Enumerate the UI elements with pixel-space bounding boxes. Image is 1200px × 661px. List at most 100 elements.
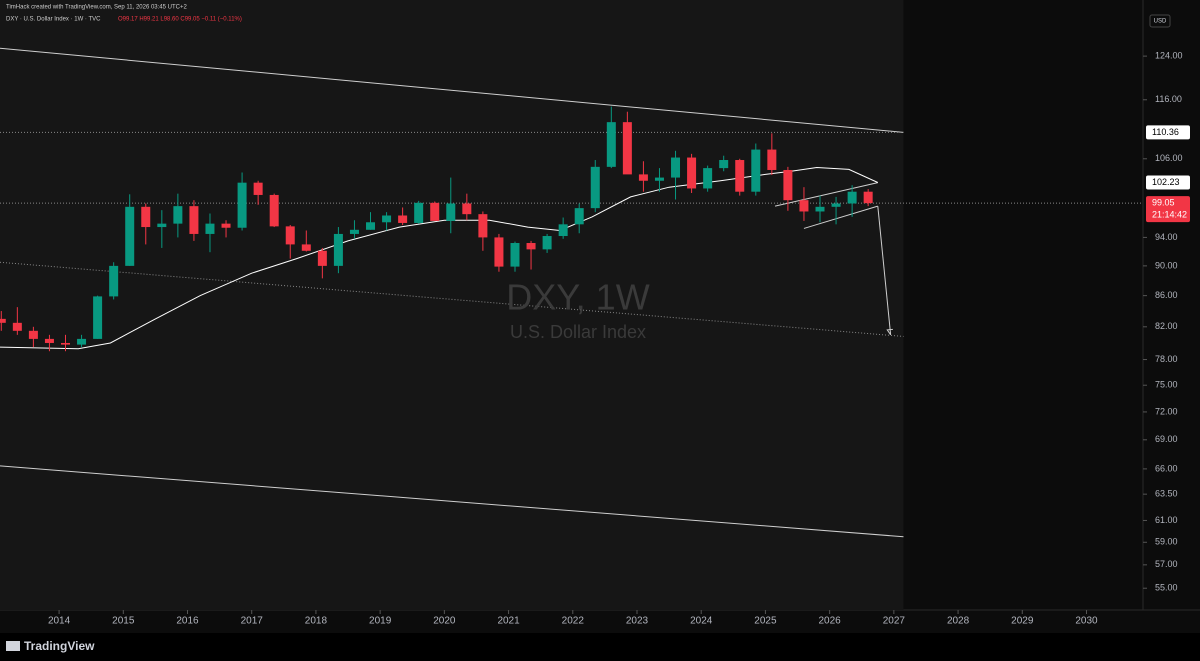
price-label: 102.23 — [1152, 177, 1180, 187]
x-tick-label: 2014 — [48, 616, 71, 627]
x-tick-label: 2025 — [754, 616, 777, 627]
candle-body — [751, 149, 761, 192]
y-tick-label: 66.00 — [1155, 463, 1178, 473]
candle-body — [654, 177, 664, 181]
y-tick-label: 72.00 — [1155, 406, 1178, 416]
x-tick-label: 2022 — [562, 616, 585, 627]
candle-body — [221, 223, 231, 228]
y-tick-label: 116.00 — [1155, 94, 1182, 104]
candle-body — [269, 194, 279, 227]
watermark-subtitle: U.S. Dollar Index — [510, 322, 646, 342]
drawing-line — [0, 47, 904, 133]
price-label: 110.36 — [1152, 127, 1179, 137]
candle-body — [382, 215, 392, 223]
x-tick-label: 2029 — [1011, 616, 1034, 627]
x-tick-label: 2027 — [883, 616, 906, 627]
y-tick-label: 61.00 — [1155, 515, 1178, 525]
price-label: 99.05 — [1152, 198, 1175, 208]
candle-body — [719, 160, 729, 169]
footer-logo: TradingView — [24, 639, 95, 653]
y-tick-label: 69.00 — [1155, 434, 1178, 444]
drawing-arrow — [877, 206, 892, 335]
candle-body — [237, 182, 247, 228]
legend-symbol: DXY · U.S. Dollar Index · 1W · TVC — [6, 17, 101, 23]
drawing-line — [0, 261, 904, 337]
candle-body — [703, 168, 713, 189]
y-tick-label: 75.00 — [1155, 380, 1178, 390]
candle-body — [301, 244, 311, 251]
y-tick-label: 94.00 — [1155, 232, 1178, 242]
candle-body — [77, 338, 87, 345]
arrow-head — [886, 328, 894, 336]
candle-body — [847, 191, 857, 204]
candle-body — [60, 342, 70, 345]
y-tick-label: 90.00 — [1155, 260, 1178, 270]
x-tick-label: 2024 — [690, 616, 713, 627]
candle-body — [815, 206, 825, 212]
y-tick-label: 124.00 — [1155, 50, 1183, 60]
x-tick-label: 2030 — [1075, 616, 1098, 627]
candle-body — [478, 214, 488, 238]
candle-body — [253, 182, 263, 195]
candle-body — [446, 203, 456, 221]
candle-body — [125, 206, 135, 266]
candle-body — [141, 206, 151, 228]
drawing-line — [774, 182, 878, 207]
candle-body — [28, 330, 38, 339]
drawing-line — [803, 205, 878, 229]
currency-box — [1149, 14, 1171, 28]
x-tick-label: 2028 — [947, 616, 970, 627]
price-label-box — [1146, 175, 1190, 190]
footer-bar — [0, 633, 1200, 661]
candle-body — [831, 203, 841, 207]
candle-body — [542, 236, 552, 250]
candle-body — [606, 122, 616, 167]
candle-body — [494, 237, 504, 267]
candle-body — [430, 202, 440, 221]
candle-body — [285, 226, 295, 245]
candle-body — [333, 233, 343, 266]
candle-body — [349, 229, 359, 234]
candle-body — [12, 322, 22, 331]
candle-body — [767, 149, 777, 170]
plot — [0, 47, 1143, 538]
currency: USD — [1154, 19, 1167, 25]
x-tick-label: 2023 — [626, 616, 649, 627]
candle-body — [638, 174, 648, 181]
countdown: 21:14:42 — [1152, 210, 1187, 220]
candle-body — [687, 157, 697, 189]
x-tick-label: 2018 — [305, 616, 328, 627]
y-tick-label: 59.00 — [1155, 537, 1178, 547]
candle-body — [317, 250, 327, 266]
drawing-line — [0, 465, 904, 538]
candle-body — [44, 338, 54, 343]
header: TimHack created with TradingView.com, Se… — [6, 5, 187, 11]
candle-body — [205, 223, 215, 234]
x-tick-label: 2021 — [497, 616, 520, 627]
candle-body — [783, 169, 793, 201]
candle-body — [366, 222, 376, 230]
y-tick-label: 86.00 — [1155, 290, 1178, 300]
y-tick-label: 82.00 — [1155, 321, 1178, 331]
candle-body — [109, 265, 119, 297]
candle-body — [189, 206, 199, 234]
candle-body — [735, 160, 745, 192]
price-label-box — [1146, 196, 1190, 223]
y-tick-label: 57.00 — [1155, 559, 1178, 569]
x-tick-label: 2016 — [176, 616, 199, 627]
candle-body — [574, 208, 584, 225]
logo-icon — [6, 641, 20, 651]
moving-average — [0, 166, 879, 350]
y-tick-label: 106.00 — [1155, 153, 1183, 163]
candle-body — [157, 223, 167, 228]
candle-body — [558, 224, 568, 237]
y-tick-label: 63.50 — [1155, 489, 1178, 499]
candle-body — [173, 206, 183, 224]
candle-body — [799, 200, 809, 212]
candle-body — [93, 296, 103, 339]
candle-body — [462, 203, 472, 215]
candle-body — [510, 243, 520, 267]
watermark-title: DXY, 1W — [506, 277, 649, 318]
legend-ohlc: O99.17 H99.21 L98.60 C99.05 −0.11 (−0.11… — [118, 17, 242, 23]
